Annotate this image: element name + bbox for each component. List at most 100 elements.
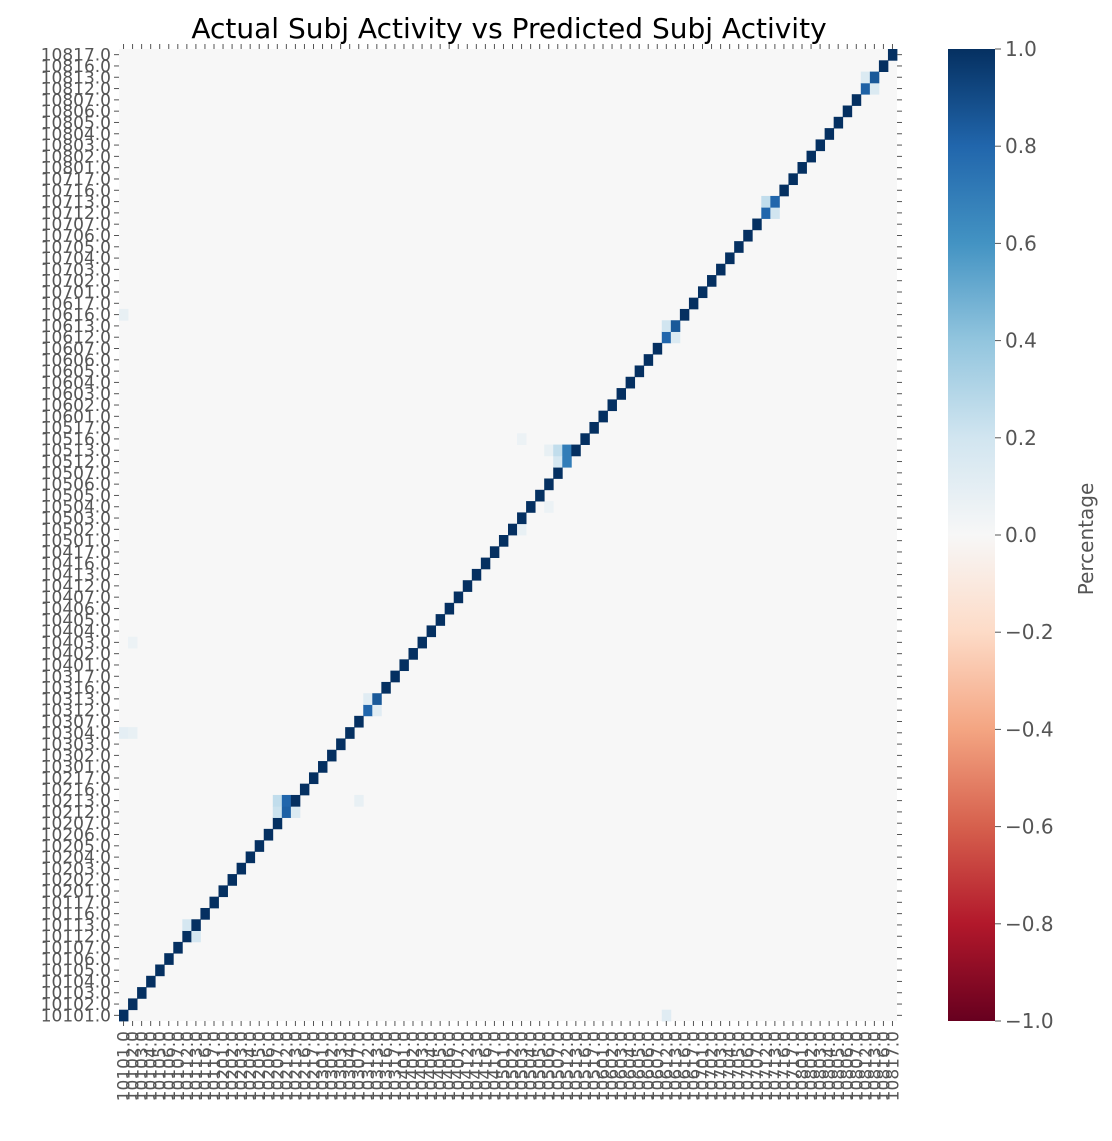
- y-tick-label: 10716.0: [41, 181, 111, 201]
- y-tick-label: 10212.0: [41, 803, 111, 823]
- heatmap-cell: [869, 71, 880, 84]
- heatmap-cell: [770, 195, 780, 208]
- colorbar-tick-label: −1.0: [1005, 1009, 1054, 1033]
- heatmap-cell: [517, 523, 527, 536]
- x-tick-label: 10504.0: [522, 1031, 542, 1101]
- heatmap-cell: [716, 263, 726, 276]
- y-tick-label: 10403.0: [41, 633, 111, 653]
- x-tick-label: 10107.0: [169, 1031, 189, 1101]
- heatmap-cell: [245, 851, 256, 864]
- x-tick-label: 10416.0: [476, 1031, 496, 1101]
- heatmap-cell: [670, 331, 681, 344]
- y-tick-label: 10803.0: [41, 136, 111, 156]
- colorbar-label: Percentage: [1074, 483, 1098, 596]
- heatmap-cell: [435, 614, 446, 626]
- heatmap-cell: [462, 580, 473, 592]
- y-tick-label: 10105.0: [41, 961, 111, 981]
- y-tick-label: 10516.0: [41, 430, 111, 450]
- x-tick-label: 10402.0: [404, 1031, 424, 1101]
- heatmap-cell: [743, 229, 753, 242]
- heatmap-cell: [661, 1009, 672, 1022]
- x-tick-label: 10607.0: [648, 1031, 668, 1101]
- x-tick-label: 10506.0: [540, 1031, 560, 1101]
- heatmap-cell: [544, 478, 554, 491]
- x-tick-label: 10502.0: [504, 1031, 524, 1101]
- x-tick-label: 10603.0: [612, 1031, 632, 1101]
- heatmap-cell: [815, 139, 826, 152]
- x-tick-label: 10716.0: [775, 1031, 795, 1101]
- chart-title: Actual Subj Activity vs Predicted Subj A…: [191, 12, 826, 45]
- x-axis-ticks: 10101.010102.010103.010104.010105.010106…: [115, 44, 903, 1101]
- heatmap-cell: [860, 82, 871, 95]
- y-tick-label: 10603.0: [41, 385, 111, 405]
- y-tick-label: 10113.0: [41, 916, 111, 936]
- y-tick-label: 10102.0: [41, 995, 111, 1015]
- heatmap-cell: [128, 636, 138, 649]
- x-tick-label: 10302.0: [323, 1031, 343, 1101]
- y-tick-label: 10701.0: [41, 283, 111, 303]
- x-tick-label: 10612.0: [657, 1031, 677, 1101]
- heatmap-cell: [571, 444, 581, 457]
- colorbar-tick-label: 0.4: [1005, 329, 1037, 353]
- colorbar-tick-label: 0.0: [1005, 523, 1037, 547]
- heatmap-cell: [562, 455, 572, 468]
- heatmap-cell: [707, 275, 717, 287]
- y-tick-label: 10802.0: [41, 147, 111, 167]
- y-tick-label: 10206.0: [41, 826, 111, 846]
- heatmap-cell: [625, 376, 636, 389]
- heatmap-cell: [327, 749, 337, 762]
- x-tick-label: 10403.0: [413, 1031, 433, 1101]
- x-tick-label: 10713.0: [766, 1031, 786, 1101]
- heatmap-cell: [869, 82, 880, 95]
- heatmap-cell: [553, 467, 563, 479]
- heatmap-cell: [634, 365, 645, 378]
- y-tick-label: 10213.0: [41, 792, 111, 812]
- x-tick-label: 10307.0: [350, 1031, 370, 1101]
- y-tick-label: 10407.0: [41, 588, 111, 608]
- x-tick-label: 10313.0: [368, 1031, 388, 1101]
- heatmap-cell: [535, 489, 545, 502]
- heatmap-cell: [607, 399, 617, 412]
- heatmap-cell: [227, 874, 238, 886]
- heatmap-cell: [290, 806, 301, 818]
- heatmap-cell: [173, 941, 183, 954]
- y-tick-label: 10106.0: [41, 950, 111, 970]
- y-tick-label: 10202.0: [41, 871, 111, 891]
- x-tick-label: 10516.0: [576, 1031, 596, 1101]
- heatmap-cell: [860, 71, 871, 84]
- y-tick-label: 10812.0: [41, 80, 111, 100]
- x-tick-label: 10317.0: [386, 1031, 406, 1101]
- heatmap-cell: [779, 184, 789, 197]
- heatmap-cell: [679, 308, 690, 321]
- y-tick-label: 10601.0: [41, 407, 111, 427]
- heatmap-cell: [661, 331, 672, 344]
- heatmap-cell: [697, 286, 708, 299]
- heatmap-cell: [308, 772, 319, 785]
- x-tick-label: 10105.0: [151, 1031, 171, 1101]
- x-tick-label: 10405.0: [431, 1031, 451, 1101]
- heatmap-cell: [616, 388, 627, 400]
- y-tick-label: 10702.0: [41, 272, 111, 292]
- heatmap-cell: [508, 523, 518, 536]
- y-tick-label: 10807.0: [41, 91, 111, 111]
- colorbar-tick-label: −0.6: [1005, 815, 1054, 839]
- heatmap-grid: [119, 49, 898, 1022]
- heatmap-cell: [155, 964, 165, 977]
- y-tick-label: 10713.0: [41, 193, 111, 213]
- heatmap-cell: [318, 761, 328, 773]
- y-tick-label: 10317.0: [41, 667, 111, 687]
- heatmap-cell: [752, 218, 762, 231]
- heatmap-cell: [725, 252, 735, 265]
- heatmap-cell: [272, 817, 283, 830]
- heatmap-cell: [119, 308, 129, 321]
- y-tick-label: 10703.0: [41, 260, 111, 280]
- x-tick-label: 10312.0: [359, 1031, 379, 1101]
- x-tick-label: 10604.0: [621, 1031, 641, 1101]
- x-tick-label: 10816.0: [874, 1031, 894, 1101]
- y-tick-label: 10303.0: [41, 735, 111, 755]
- heatmap-cell: [372, 704, 382, 717]
- y-tick-label: 10112.0: [41, 927, 111, 947]
- heatmap-cell: [797, 162, 807, 174]
- x-tick-label: 10802.0: [802, 1031, 822, 1101]
